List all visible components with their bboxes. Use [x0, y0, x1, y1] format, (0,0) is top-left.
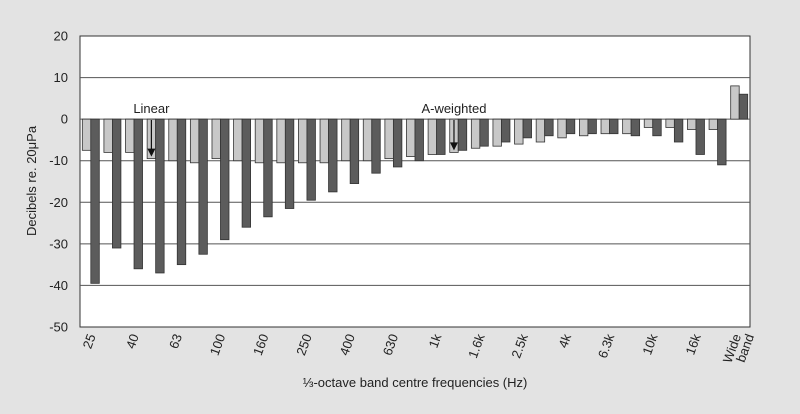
linear-bar [211, 118, 221, 160]
linear-bar [708, 118, 718, 130]
a-weighted-bar [501, 118, 511, 143]
a-weighted-bar [522, 118, 532, 139]
a-weighted-bar [738, 93, 749, 120]
a-weighted-bar [90, 118, 100, 284]
x-tick-label: 1.6k [465, 331, 488, 360]
y-axis-title: Decibels re. 20μPa [24, 125, 39, 236]
x-tick-label: 4k [555, 331, 574, 350]
y-tick-label: -30 [49, 236, 68, 251]
linear-bar [514, 118, 524, 145]
a-weighted-bar [241, 118, 251, 228]
linear-bar [579, 118, 589, 137]
linear-bar [427, 118, 438, 155]
a-weighted-bar [673, 118, 684, 143]
x-tick-label: 25 [80, 332, 99, 351]
a-weighted-bar [392, 118, 403, 168]
y-tick-label: 10 [54, 70, 68, 85]
linear-bar [319, 118, 329, 164]
a-weighted-bar [349, 118, 360, 184]
a-weighted-bar [630, 118, 641, 137]
linear-bar [730, 85, 740, 120]
linear-bar [687, 118, 697, 130]
linear-bar [492, 118, 502, 147]
x-tick-label: 63 [166, 332, 185, 351]
a-weighted-bar [263, 118, 273, 218]
x-tick-label: 2.5k [508, 331, 531, 360]
linear-bar [103, 118, 113, 153]
a-weighted-bar [609, 118, 619, 135]
a-weighted-bar [565, 118, 576, 135]
linear-bar [254, 118, 265, 164]
a-weighted-bar [112, 118, 122, 249]
linear-bar [81, 118, 92, 151]
linear-bar [125, 118, 135, 153]
linear-bar [233, 118, 243, 162]
a-weighted-bar [220, 118, 230, 241]
linear-bar [643, 118, 654, 128]
linear-bar [168, 118, 178, 162]
a-weighted-bar [457, 118, 468, 151]
annotation-arrowhead [449, 142, 458, 151]
linear-bar [470, 118, 481, 149]
linear-bar [622, 118, 632, 135]
a-weighted-bar [328, 118, 338, 193]
x-tick-label: 400 [336, 332, 358, 358]
a-weighted-bar [176, 118, 187, 266]
linear-bar [298, 118, 308, 164]
a-weighted-bar [306, 118, 316, 201]
y-tick-label: 20 [54, 29, 68, 44]
a-weighted-bar [479, 118, 489, 147]
linear-bar [189, 118, 200, 164]
y-tick-label: -50 [49, 320, 68, 335]
y-tick-label: -40 [49, 278, 68, 293]
a-weighted-bar [587, 118, 597, 135]
linear-bar [406, 118, 416, 157]
a-weighted-bar [133, 118, 143, 270]
x-tick-label: 160 [250, 332, 272, 358]
annotation-label: A-weighted [421, 101, 486, 116]
a-weighted-bar [652, 118, 662, 137]
a-weighted-bar [695, 118, 705, 155]
a-weighted-bar [436, 118, 446, 155]
y-tick-label: -20 [49, 195, 68, 210]
linear-bar [276, 118, 286, 164]
linear-bar [665, 118, 675, 128]
linear-bar [362, 118, 373, 162]
x-tick-label: 100 [207, 332, 229, 358]
a-weighted-bar [198, 118, 208, 255]
annotations: Linear A-weighted [133, 101, 486, 157]
plot-area [79, 35, 751, 328]
x-tick-label: 1k [426, 331, 445, 350]
a-weighted-bar [414, 118, 424, 162]
x-axis: 25 40 63 100 160 250 400 630 1k 1.6k 2.5k 4k 6.3k 10k… [80, 331, 757, 364]
linear-bar [557, 118, 567, 139]
a-weighted-bar [371, 118, 381, 174]
linear-bar [384, 118, 394, 160]
a-weighted-bar [717, 118, 727, 166]
a-weighted-bar [155, 118, 165, 274]
y-tick-label: 0 [61, 112, 68, 127]
linear-bar [341, 118, 351, 162]
annotation-label: Linear [133, 101, 170, 116]
x-tick-label: 6.3k [595, 331, 618, 360]
y-axis: 20 10 0 -10 -20 -30 -40 -50 [49, 29, 68, 335]
x-tick-label: 40 [123, 332, 142, 351]
y-tick-label: -10 [49, 153, 68, 168]
linear-bar [535, 118, 546, 143]
a-weighted-bar [544, 118, 554, 137]
x-tick-label: 10k [639, 331, 660, 356]
annotation-arrowhead [147, 148, 156, 157]
x-tick-label: 250 [293, 332, 315, 358]
a-weighted-bar [284, 118, 295, 209]
linear-bar [600, 118, 610, 135]
x-tick-label: 630 [380, 332, 402, 358]
x-tick-label: 16k [683, 331, 704, 356]
x-axis-title: ⅓-octave band centre frequencies (Hz) [303, 375, 528, 390]
